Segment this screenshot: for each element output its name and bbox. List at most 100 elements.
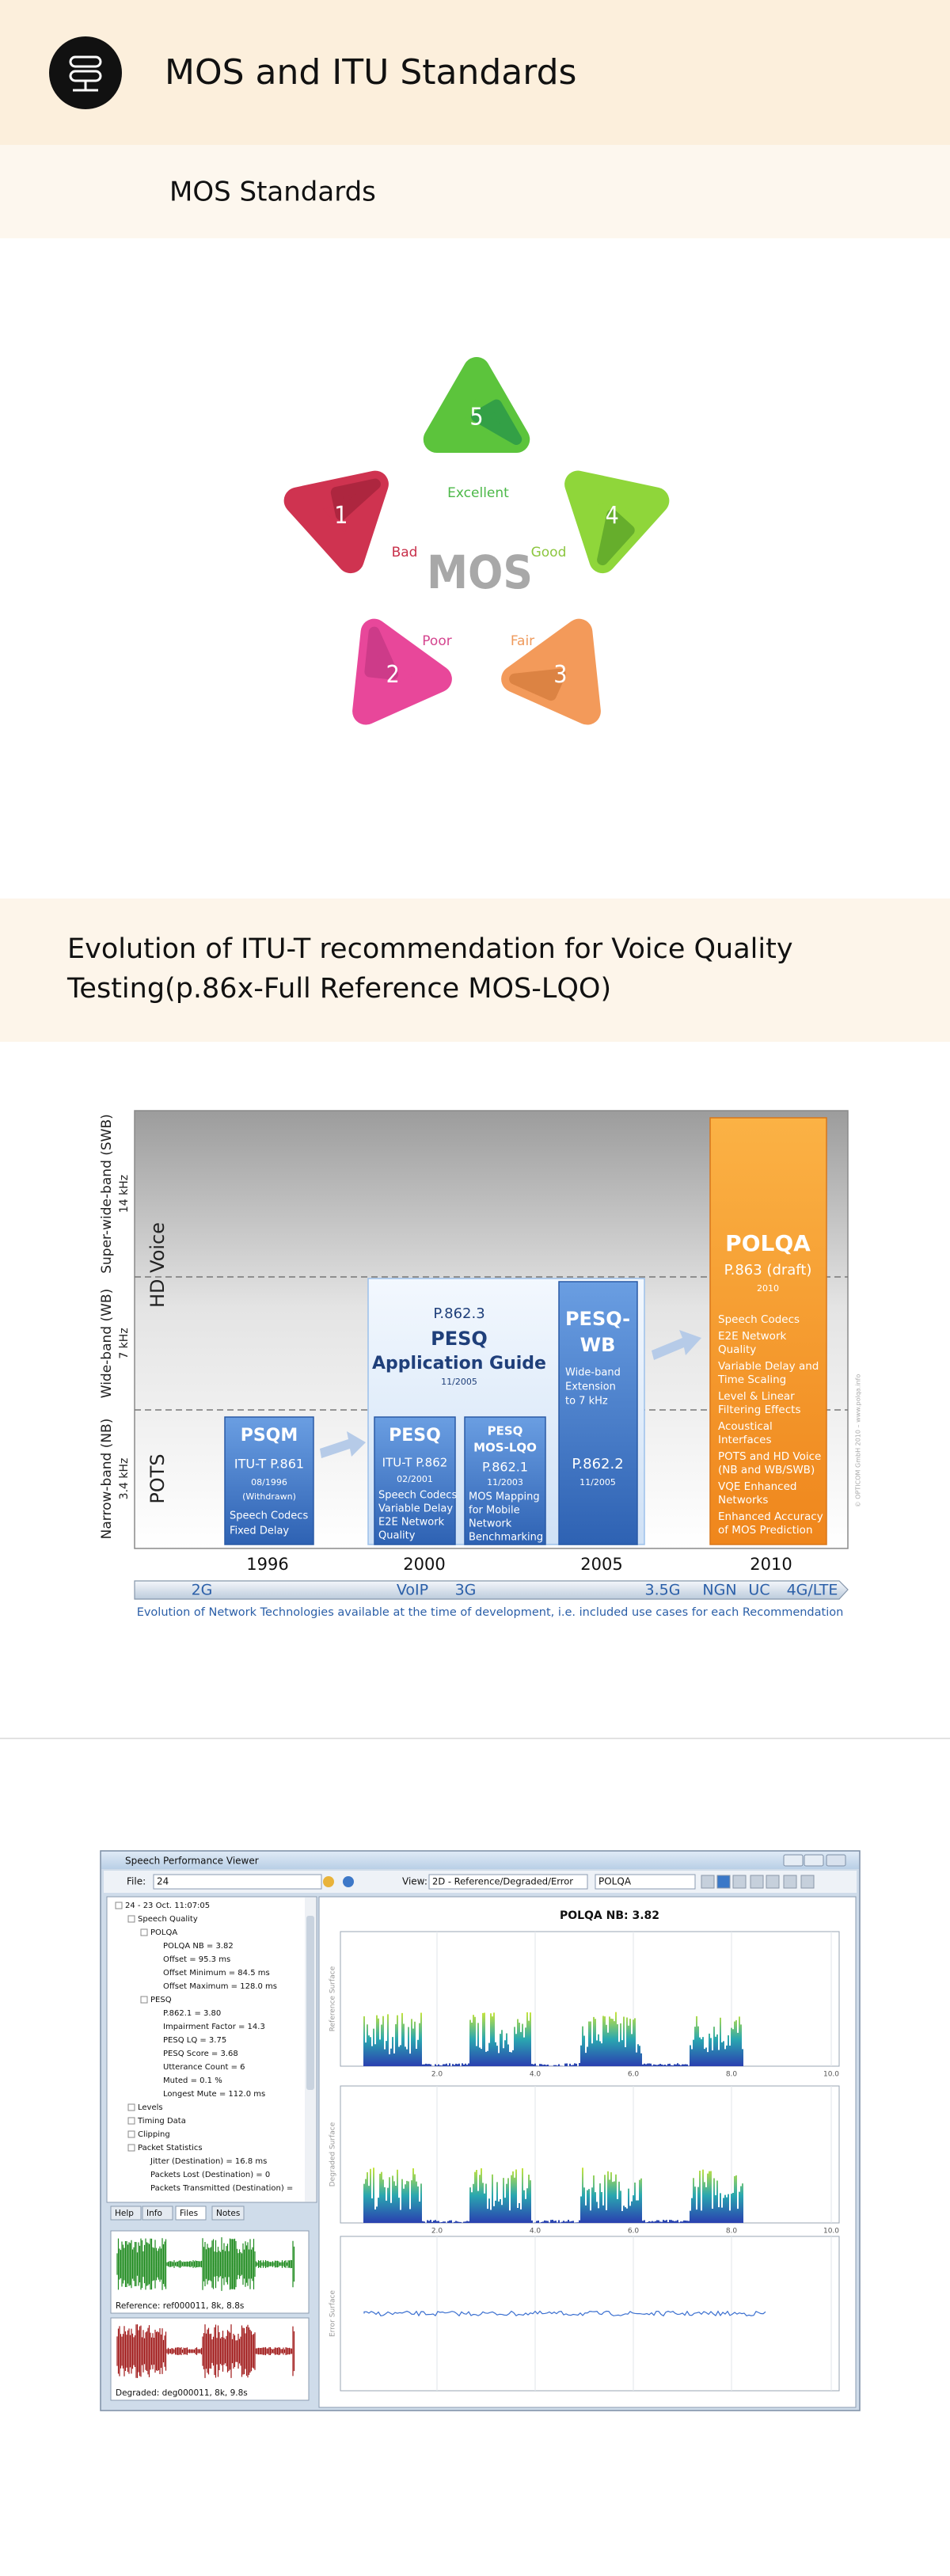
tab-label: Help (115, 2209, 134, 2218)
tree-expander (127, 2144, 135, 2152)
band-label: Wide-band (WB) (99, 1289, 115, 1398)
subheader-title: MOS Standards (169, 177, 376, 208)
box-date: 11/2005 (580, 1477, 616, 1487)
x-axis-label: 4.0 (530, 2228, 542, 2236)
toolbar-icon (323, 1876, 334, 1887)
subheader-band (0, 145, 950, 238)
box-note: (NB and WB/SWB) (718, 1464, 815, 1476)
title-bar (101, 1852, 859, 1869)
network-label: NGN (702, 1582, 736, 1599)
tree-item: POLQA (150, 1928, 177, 1937)
window-button (826, 1854, 846, 1867)
box-standard: ITU-T P.862 (382, 1456, 448, 1470)
tree-expander (127, 2130, 135, 2138)
box-date: 02/2001 (397, 1474, 433, 1484)
standard-box (558, 1281, 638, 1545)
box-note: of MOS Prediction (718, 1524, 813, 1537)
surface-label: Error Surface (329, 2289, 337, 2337)
tree-item: Speech Quality (138, 1915, 198, 1924)
x-axis-label: 8.0 (726, 2228, 738, 2236)
band-freq: 14 kHz (118, 1175, 131, 1213)
tree-item: 24 - 23 Oct. 11:07:05 (125, 1902, 210, 1910)
standard-box (464, 1416, 546, 1545)
network-label: 3.5G (645, 1582, 681, 1599)
box-note: Fixed Delay (230, 1525, 289, 1537)
itu-diagram: Super-wide-band (SWB) 14 kHz Wide-band (WB… (99, 1110, 862, 1619)
tree-item: Packets Transmitted (Destination) = (150, 2184, 293, 2193)
tree-item: PESQ Score = 3.68 (163, 2050, 238, 2058)
mos-number: 1 (334, 502, 348, 530)
network-bar (134, 1580, 849, 1600)
box-note: Quality (718, 1343, 756, 1356)
mos-number: 3 (553, 661, 567, 689)
tab (211, 2206, 245, 2221)
mos-label: Good (531, 545, 567, 560)
tree-item: PESQ LQ = 3.75 (163, 2036, 226, 2045)
box-note: Speech Codecs (230, 1510, 308, 1522)
tree-item: Timing Data (137, 2117, 186, 2126)
arrow (320, 1431, 366, 1458)
group-label: POTS (146, 1453, 169, 1503)
mos-triangle-shade (509, 668, 566, 701)
surface-bars (363, 2168, 743, 2223)
file-caption: Reference: ref000011, 8k, 8.8s (116, 2301, 244, 2311)
network-label: VoIP (397, 1582, 428, 1599)
error-line (363, 2310, 766, 2317)
toolbar-button (800, 1875, 815, 1889)
mos-number: 2 (386, 661, 400, 689)
box-note: for Mobile (469, 1505, 520, 1517)
mos-triangle-shade (364, 626, 399, 680)
tab (175, 2206, 207, 2221)
copyright: © OPTICOM GmbH 2010 – www.polqa.info (855, 1374, 862, 1508)
box-note: Variable Delay and (718, 1360, 819, 1373)
surface-label: Reference Surface (329, 1966, 337, 2031)
tree-item: Clipping (138, 2130, 170, 2139)
box-title: WB (580, 1334, 616, 1356)
tree-expander (140, 1928, 148, 1936)
mos-label: Fair (511, 633, 534, 649)
toolbar-label: View: (402, 1876, 428, 1887)
header-icon (49, 36, 122, 109)
tree-expander (140, 1996, 148, 2004)
surface-label: Degraded Surface (329, 2122, 337, 2187)
section-band (0, 899, 950, 1042)
tree-item: Impairment Factor = 14.3 (163, 2023, 265, 2031)
band-label: Super-wide-band (SWB) (99, 1114, 115, 1274)
box-note: Variable Delay (378, 1503, 453, 1515)
box-standard: ITU-T P.861 (234, 1457, 304, 1472)
tree-item: Offset Maximum = 128.0 ms (163, 1982, 277, 1991)
mos-triangle-shade (597, 509, 635, 566)
box-note: Quality (378, 1530, 416, 1542)
box-standard: P.862.2 (572, 1456, 623, 1472)
box-note: Speech Codecs (718, 1313, 800, 1326)
box-date: 2010 (757, 1283, 779, 1294)
tree-item: PESQ (150, 1996, 172, 2004)
combo-value: 24 (157, 1876, 169, 1887)
tab (110, 2206, 142, 2221)
box-note: Speech Codecs (378, 1490, 457, 1502)
box-title: POLQA (725, 1230, 811, 1256)
toolbar-label: File: (127, 1876, 146, 1887)
box-title: PESQ (488, 1424, 523, 1438)
x-axis-label: 10.0 (823, 2071, 839, 2079)
box-title: MOS-LQO (473, 1441, 537, 1455)
header-band (0, 0, 950, 145)
tree-item: Levels (138, 2103, 163, 2112)
box-date: 11/2003 (487, 1477, 523, 1487)
toolbar-button (750, 1875, 764, 1889)
box-title: PESQ (389, 1426, 441, 1446)
mos-center-label: MOS (427, 545, 533, 599)
toolbar-button (766, 1875, 780, 1889)
tree-item: Longest Mute = 112.0 ms (163, 2090, 265, 2099)
standard-box (374, 1416, 456, 1545)
tree-item: Jitter (Destination) = 16.8 ms (150, 2157, 267, 2166)
x-axis-label: 2.0 (431, 2071, 443, 2079)
tree-item: Packet Statistics (138, 2144, 203, 2152)
mos-label: Bad (392, 545, 418, 560)
tree-item: Utterance Count = 6 (163, 2063, 245, 2072)
box-note: Wide-band (565, 1367, 621, 1379)
box-title: PESQ- (565, 1308, 630, 1330)
header-title: MOS and ITU Standards (165, 52, 576, 93)
waveform (116, 2324, 295, 2378)
